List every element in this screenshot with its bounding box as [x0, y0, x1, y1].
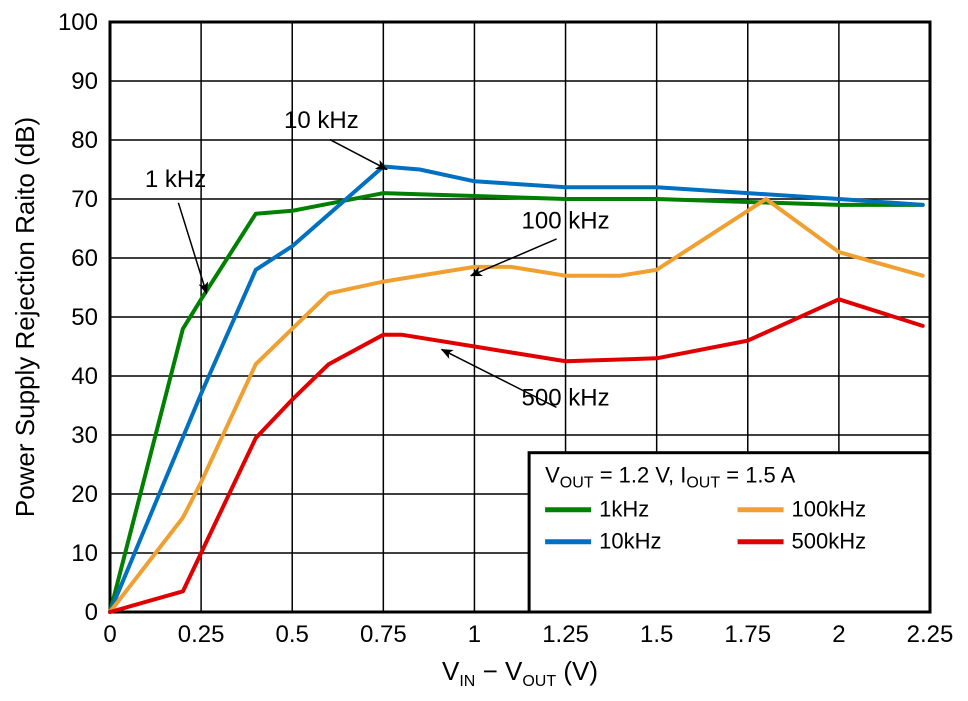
y-axis-label: Power Supply Rejection Raito (dB) [10, 117, 40, 517]
x-tick-label: 1.75 [724, 621, 771, 648]
annotation-label: 500 kHz [522, 385, 610, 412]
legend-item-label: 1kHz [599, 497, 649, 522]
y-tick-label: 50 [71, 304, 98, 331]
y-tick-label: 30 [71, 422, 98, 449]
legend: VOUT = 1.2 V, IOUT = 1.5 A1kHz100kHz10kH… [529, 453, 930, 612]
x-tick-label: 0.25 [178, 621, 225, 648]
y-tick-label: 20 [71, 481, 98, 508]
y-tick-label: 100 [58, 9, 98, 36]
x-tick-label: 1.25 [542, 621, 589, 648]
x-tick-label: 0 [103, 621, 116, 648]
x-tick-label: 2 [832, 621, 845, 648]
annotation-label: 100 kHz [522, 208, 610, 235]
y-tick-label: 60 [71, 245, 98, 272]
legend-item-label: 10kHz [599, 529, 661, 554]
x-tick-label: 0.75 [360, 621, 407, 648]
x-tick-label: 0.5 [276, 621, 309, 648]
y-tick-label: 90 [71, 68, 98, 95]
y-tick-label: 80 [71, 127, 98, 154]
annotation-label: 1 kHz [145, 166, 206, 193]
x-tick-label: 1.5 [640, 621, 673, 648]
y-tick-label: 0 [85, 599, 98, 626]
y-tick-label: 70 [71, 186, 98, 213]
x-tick-label: 1 [468, 621, 481, 648]
annotation-label: 10 kHz [284, 107, 359, 134]
legend-item-label: 500kHz [792, 529, 867, 554]
psrr-chart: 0 0.25 0.5 0.75 1 1.25 1.5 1.75 2 2.25 0 10 20 30 40 50… [0, 0, 968, 701]
y-tick-label: 40 [71, 363, 98, 390]
legend-item-label: 100kHz [792, 497, 867, 522]
x-tick-label: 2.25 [907, 621, 954, 648]
y-tick-label: 10 [71, 540, 98, 567]
